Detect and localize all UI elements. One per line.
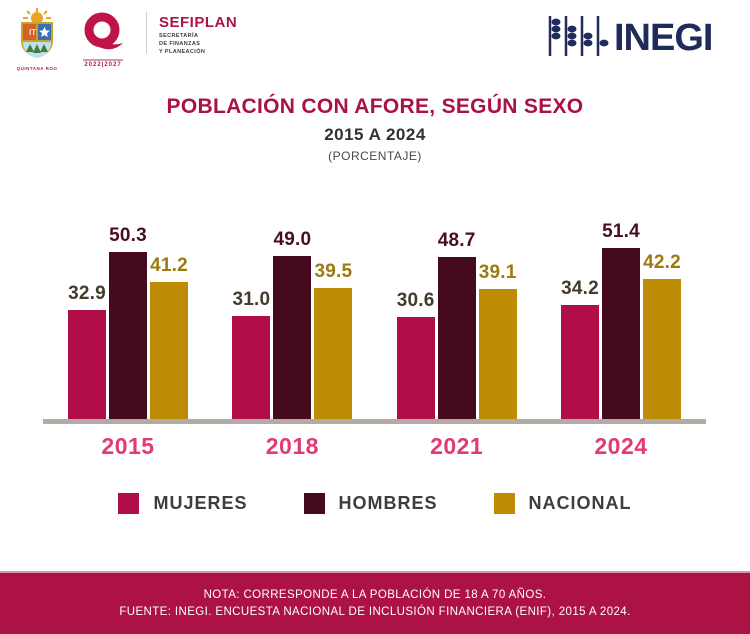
bar-group-2018: 31.0 49.0 39.5: [232, 229, 353, 419]
bar-mujeres-2024: [560, 305, 599, 419]
bar-nacional-2015: [150, 282, 188, 419]
bar-value-hombres-2015: 50.3: [109, 225, 147, 247]
legend-swatch-hombres: [303, 493, 325, 514]
bar-nacional-2018: [314, 287, 353, 419]
left-logo-group: IT QUINTANA ROO 2022|2027 SEFIPLAN SEC: [12, 8, 237, 71]
inegi-wordmark: INEGI: [614, 17, 712, 58]
bar-hombres-2024: [601, 248, 640, 419]
bar-value-nacional-2015: 41.2: [150, 255, 188, 277]
coat-of-arms-icon: IT: [21, 8, 53, 58]
sefiplan-name: SEFIPLAN: [159, 14, 238, 31]
bar-wrap-mujeres-2018: 31.0: [232, 289, 271, 419]
legend: MUJERES HOMBRES NACIONAL: [0, 493, 750, 514]
footer-source: FUENTE: INEGI. ENCUESTA NACIONAL DE INCL…: [119, 606, 631, 618]
bar-value-nacional-2018: 39.5: [314, 260, 353, 282]
q-logo-years: 2022|2027: [84, 62, 122, 68]
header: IT QUINTANA ROO 2022|2027 SEFIPLAN SEC: [0, 0, 750, 71]
year-label-2024: 2024: [594, 433, 648, 459]
header-divider: [146, 12, 147, 54]
bar-mujeres-2021: [396, 317, 435, 419]
legend-label-hombres: HOMBRES: [338, 493, 438, 513]
bar-value-mujeres-2024: 34.2: [561, 278, 599, 300]
chart-subtitle: 2015 A 2024: [324, 125, 426, 144]
bar-chart: 32.9 50.3 41.2 31.0 49.0 39.5 30.6 48.7 39.1 34.2…: [43, 214, 706, 460]
sefiplan-logo: SEFIPLAN SECRETARÍA DE FINANZAS Y PLANEA…: [159, 8, 237, 57]
title-block: POBLACIÓN CON AFORE, SEGÚN SEXO 2015 A 2…: [0, 95, 750, 163]
bar-value-hombres-2021: 48.7: [437, 230, 476, 252]
bar-hombres-2018: [273, 256, 312, 419]
legend-swatch-mujeres: [118, 493, 140, 514]
footer-note: NOTA: CORRESPONDE A LA POBLACIÓN DE 18 A…: [203, 589, 547, 601]
coat-caption: QUINTANA ROO: [16, 66, 58, 71]
sefiplan-line1: SECRETARÍA: [159, 33, 199, 39]
q-logo-rule: [83, 59, 123, 61]
bar-wrap-hombres-2024: 51.4: [601, 221, 640, 419]
bar-group-2015: 32.9 50.3 41.2: [68, 225, 188, 419]
q-logo-icon: [84, 12, 123, 50]
bar-value-mujeres-2021: 30.6: [396, 290, 435, 312]
svg-text:IT: IT: [29, 28, 36, 37]
bar-wrap-nacional-2018: 39.5: [314, 260, 353, 419]
bar-nacional-2024: [642, 278, 681, 419]
bar-nacional-2021: [478, 289, 517, 419]
bar-group-2021: 30.6 48.7 39.1: [396, 230, 517, 419]
q-gobierno-logo: 2022|2027: [74, 8, 132, 68]
bar-value-hombres-2024: 51.4: [602, 221, 640, 243]
bar-wrap-mujeres-2021: 30.6: [396, 290, 435, 419]
x-axis-line: [43, 419, 706, 424]
legend-item-nacional: NACIONAL: [493, 493, 632, 514]
plot-area: 32.9 50.3 41.2 31.0 49.0 39.5 30.6 48.7 39.1 34.2…: [43, 214, 706, 419]
bar-hombres-2021: [437, 257, 476, 419]
bar-value-nacional-2021: 39.1: [478, 262, 517, 284]
bar-wrap-hombres-2021: 48.7: [437, 230, 476, 419]
sefiplan-line3: Y PLANEACIÓN: [159, 48, 206, 55]
legend-swatch-nacional: [493, 493, 515, 514]
bar-value-nacional-2024: 42.2: [643, 251, 681, 273]
footer-band: NOTA: CORRESPONDE A LA POBLACIÓN DE 18 A…: [0, 571, 750, 634]
bar-wrap-nacional-2024: 42.2: [642, 251, 681, 419]
year-label-2021: 2021: [430, 433, 484, 459]
bar-wrap-hombres-2015: 50.3: [109, 225, 147, 419]
year-label-2018: 2018: [265, 433, 319, 459]
x-axis-labels: 2015 2018 2021 2024: [43, 433, 706, 460]
chart-unit: (PORCENTAJE): [328, 149, 422, 163]
inegi-abacus-icon: INEGI: [548, 16, 713, 59]
sefiplan-line2: DE FINANZAS: [159, 40, 201, 47]
chart-title: POBLACIÓN CON AFORE, SEGÚN SEXO: [166, 95, 584, 118]
quintana-roo-coat-of-arms: IT QUINTANA ROO: [12, 8, 62, 71]
bar-mujeres-2018: [232, 316, 271, 419]
inegi-logo: INEGI: [546, 8, 736, 63]
legend-label-nacional: NACIONAL: [528, 493, 632, 513]
bar-mujeres-2015: [68, 309, 106, 419]
legend-label-mujeres: MUJERES: [153, 493, 248, 513]
bar-wrap-nacional-2015: 41.2: [150, 255, 188, 419]
legend-item-mujeres: MUJERES: [118, 493, 247, 514]
legend-item-hombres: HOMBRES: [303, 493, 438, 514]
bar-wrap-hombres-2018: 49.0: [273, 229, 312, 419]
bar-hombres-2015: [109, 252, 147, 419]
bar-group-2024: 34.2 51.4 42.2: [560, 221, 681, 419]
bar-value-mujeres-2018: 31.0: [232, 289, 271, 311]
bar-wrap-nacional-2021: 39.1: [478, 262, 517, 419]
bar-wrap-mujeres-2015: 32.9: [68, 283, 106, 419]
year-label-2015: 2015: [101, 433, 155, 459]
bar-wrap-mujeres-2024: 34.2: [560, 278, 599, 419]
bar-value-hombres-2018: 49.0: [273, 229, 312, 251]
bar-value-mujeres-2015: 32.9: [68, 282, 106, 304]
